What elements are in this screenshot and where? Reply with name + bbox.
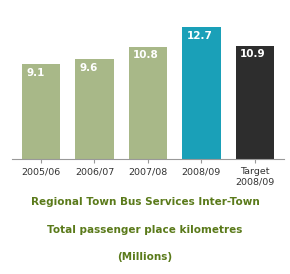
Bar (22, 64, 60, 159)
Text: Total passenger place kilometres: Total passenger place kilometres (47, 225, 243, 235)
Text: Regional Town Bus Services Inter-Town: Regional Town Bus Services Inter-Town (31, 197, 259, 207)
Bar (235, 46, 274, 159)
Text: 10.8: 10.8 (133, 50, 159, 60)
Text: 9.6: 9.6 (79, 63, 98, 73)
Text: 10.9: 10.9 (240, 49, 265, 59)
Bar (75, 59, 114, 159)
Bar (129, 47, 167, 159)
Bar (182, 27, 221, 159)
Text: (Millions): (Millions) (117, 252, 173, 262)
Text: 12.7: 12.7 (186, 31, 212, 41)
Text: 9.1: 9.1 (26, 68, 44, 78)
